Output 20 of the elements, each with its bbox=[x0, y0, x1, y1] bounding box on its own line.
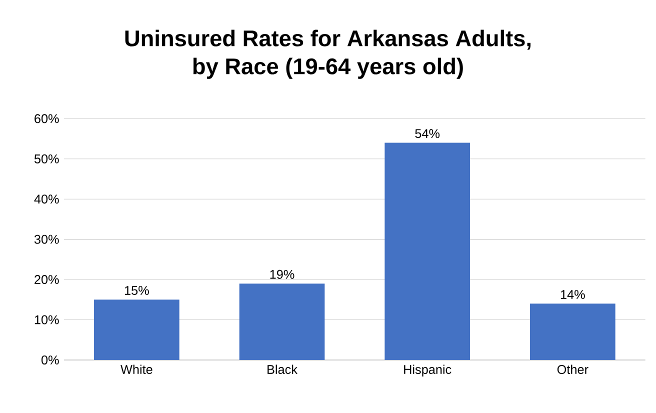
data-label: 14% bbox=[560, 290, 585, 299]
chart-title: Uninsured Rates for Arkansas Adults, by Race (19-64 years old) bbox=[125, 30, 530, 79]
y-tick-label: 0% bbox=[41, 356, 59, 364]
data-label: 15% bbox=[124, 286, 149, 295]
y-tick-label: 10% bbox=[34, 315, 59, 324]
bar bbox=[530, 304, 616, 360]
bar bbox=[384, 142, 470, 360]
data-label: 19% bbox=[270, 270, 294, 279]
y-tick-label: 30% bbox=[34, 234, 59, 244]
bar bbox=[239, 284, 325, 360]
x-tick-label: Other bbox=[557, 364, 588, 374]
data-label: 54% bbox=[415, 129, 440, 138]
y-tick-label: 20% bbox=[34, 275, 59, 284]
y-tick-label: 40% bbox=[34, 194, 59, 204]
x-tick-label: Hispanic bbox=[404, 364, 452, 377]
x-tick-label: Black bbox=[268, 364, 298, 374]
y-tick-label: 60% bbox=[34, 114, 59, 124]
x-tick-label: White bbox=[120, 364, 152, 374]
y-tick-label: 50% bbox=[34, 154, 59, 164]
bar bbox=[94, 300, 180, 360]
